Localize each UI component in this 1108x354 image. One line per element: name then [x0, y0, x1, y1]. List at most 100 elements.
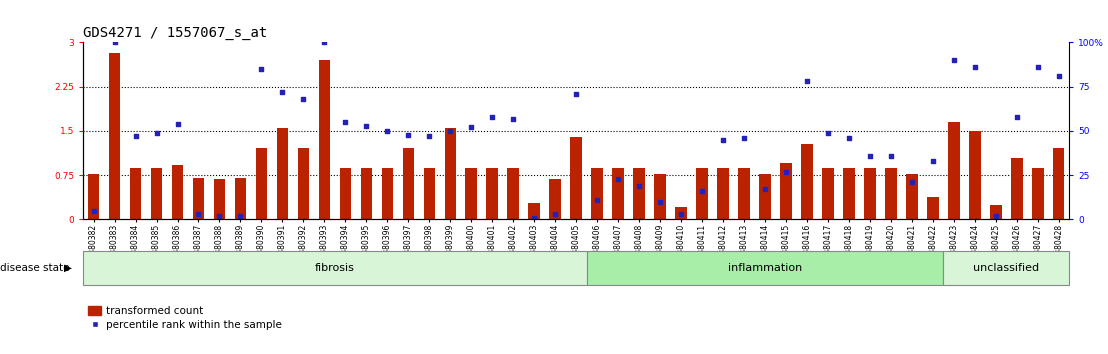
Point [882, 153, 900, 159]
Bar [550, 179, 561, 219]
Bar [529, 203, 540, 219]
Bar [943, 251, 1069, 285]
Bar [172, 165, 183, 219]
Point [735, 135, 752, 141]
Bar [193, 178, 204, 219]
Point [861, 153, 879, 159]
Text: fibrosis: fibrosis [315, 263, 355, 273]
Point [945, 57, 963, 63]
Point [652, 199, 669, 205]
Text: disease state: disease state [0, 263, 70, 273]
Bar [571, 137, 582, 219]
Point [694, 188, 711, 194]
Point [987, 213, 1005, 219]
Bar [885, 167, 896, 219]
Point [462, 125, 480, 130]
Point [168, 121, 186, 127]
Bar [360, 167, 372, 219]
Bar [991, 205, 1002, 219]
Bar [634, 167, 645, 219]
Bar [444, 128, 456, 219]
Bar [801, 144, 813, 219]
Bar [592, 167, 603, 219]
Bar [339, 167, 351, 219]
Bar [948, 122, 960, 219]
Point [253, 66, 270, 72]
Point [189, 211, 207, 217]
Point [1050, 73, 1068, 79]
Point [798, 79, 815, 84]
Bar [1053, 148, 1065, 219]
Point [84, 208, 102, 213]
Point [588, 197, 606, 203]
Bar [655, 174, 666, 219]
Point [567, 91, 585, 97]
Point [819, 130, 837, 136]
Bar [277, 128, 288, 219]
Bar [843, 167, 854, 219]
Point [609, 176, 627, 182]
Point [295, 96, 312, 102]
Bar [465, 167, 478, 219]
Bar [738, 167, 750, 219]
Point [483, 114, 501, 120]
Text: GDS4271 / 1557067_s_at: GDS4271 / 1557067_s_at [83, 26, 267, 40]
Bar [717, 167, 729, 219]
Point [966, 64, 984, 70]
Bar [151, 167, 162, 219]
Bar [298, 148, 309, 219]
Bar [88, 174, 100, 219]
Point [673, 211, 690, 217]
Point [232, 213, 249, 219]
Point [358, 123, 376, 129]
Point [546, 211, 564, 217]
Bar [927, 197, 938, 219]
Text: inflammation: inflammation [728, 263, 802, 273]
Bar [402, 148, 414, 219]
Point [715, 137, 732, 143]
Bar [109, 53, 121, 219]
Bar [864, 167, 875, 219]
Point [777, 169, 794, 175]
Bar [319, 60, 330, 219]
Text: unclassified: unclassified [973, 263, 1039, 273]
Point [105, 40, 123, 45]
Bar [235, 178, 246, 219]
Point [525, 215, 543, 221]
Bar [613, 167, 624, 219]
Point [756, 187, 773, 192]
Text: ▶: ▶ [64, 263, 72, 273]
Point [903, 179, 921, 185]
Point [504, 116, 522, 121]
Bar [906, 174, 917, 219]
Bar [256, 148, 267, 219]
Point [316, 40, 334, 45]
Point [274, 89, 291, 95]
Bar [970, 131, 981, 219]
Point [924, 158, 942, 164]
Bar [759, 174, 771, 219]
Bar [83, 251, 586, 285]
Bar [586, 251, 943, 285]
Bar [696, 167, 708, 219]
Bar [423, 167, 435, 219]
Point [1008, 114, 1026, 120]
Point [147, 130, 165, 136]
Bar [486, 167, 497, 219]
Point [630, 183, 648, 189]
Point [337, 119, 355, 125]
Bar [1032, 167, 1044, 219]
Bar [214, 179, 225, 219]
Point [840, 135, 858, 141]
Point [379, 128, 397, 134]
Point [400, 132, 418, 137]
Point [1029, 64, 1047, 70]
Bar [675, 206, 687, 219]
Bar [822, 167, 833, 219]
Point [126, 133, 144, 139]
Bar [1010, 158, 1023, 219]
Bar [381, 167, 393, 219]
Legend: transformed count, percentile rank within the sample: transformed count, percentile rank withi… [89, 306, 281, 330]
Bar [507, 167, 519, 219]
Point [441, 128, 459, 134]
